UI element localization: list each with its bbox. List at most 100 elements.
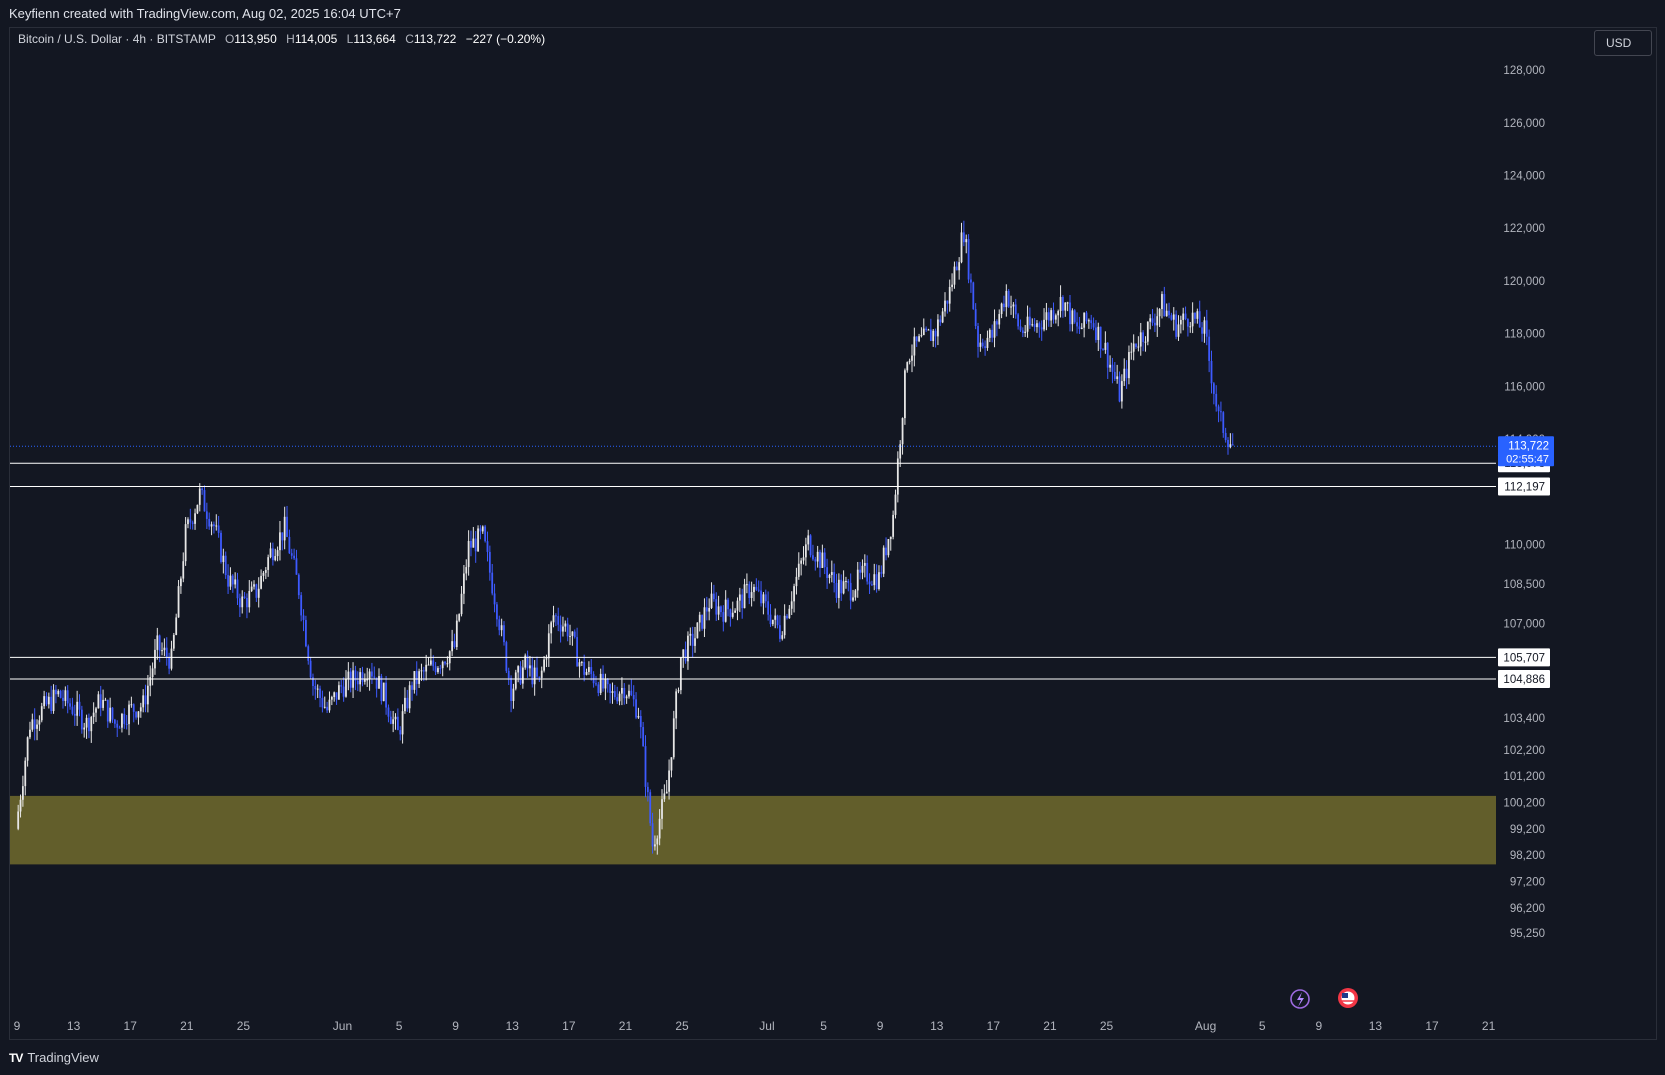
candle-body: [531, 665, 534, 685]
candle-body: [146, 685, 149, 705]
candle-body: [927, 329, 930, 331]
candle-body: [583, 662, 586, 675]
candle-body: [420, 670, 423, 672]
candle-body: [465, 567, 468, 574]
price-tick-label: 124,000: [1503, 171, 1545, 183]
candle-body: [1071, 310, 1074, 325]
candle-body: [43, 696, 46, 707]
candle-body: [1191, 312, 1194, 327]
candle-body: [488, 551, 491, 573]
candle-body: [760, 590, 762, 604]
candle-body: [618, 693, 621, 702]
candle-body: [1024, 331, 1027, 334]
candle-body: [1172, 314, 1175, 320]
candle-body: [1000, 303, 1003, 315]
candle-body: [411, 685, 413, 690]
candle-body: [734, 610, 737, 613]
event-icons-layer: [1290, 988, 1358, 1009]
level-price-label: 112,197: [1504, 481, 1545, 493]
candle-body: [500, 625, 503, 631]
price-tick-label: 100,200: [1503, 797, 1545, 809]
candle-body: [554, 615, 557, 617]
lightning-icon-ring: [1290, 989, 1310, 1009]
candle-body: [293, 555, 296, 559]
candle-body: [1184, 313, 1187, 320]
footer-brand[interactable]: TV TradingView: [9, 1046, 99, 1070]
price-tick-label: 96,200: [1510, 903, 1545, 915]
candle-body: [1120, 381, 1123, 402]
candle-body: [349, 671, 352, 688]
candle-body: [491, 572, 494, 594]
symbol-legend[interactable]: Bitcoin / U.S. Dollar · 4h · BITSTAMP O1…: [18, 32, 545, 46]
candle-body: [1047, 312, 1050, 321]
candle-body: [404, 697, 406, 712]
candle-body: [1179, 319, 1182, 325]
candle-body: [1031, 324, 1034, 326]
candle-body: [613, 691, 616, 698]
candle-body: [85, 717, 88, 728]
candle-body: [116, 723, 119, 728]
time-tick-label: 21: [1043, 1019, 1057, 1033]
candle-body: [1085, 312, 1088, 322]
candle-body: [727, 599, 729, 610]
candle-body: [342, 686, 345, 697]
candle-body: [368, 671, 371, 680]
candle-body: [972, 282, 975, 310]
candle-body: [198, 488, 201, 505]
candle-body: [137, 711, 140, 718]
candle-body: [1137, 346, 1140, 348]
currency-button[interactable]: USD: [1594, 30, 1652, 56]
close-value: 113,722: [413, 32, 457, 46]
candle-body: [208, 518, 211, 527]
candle-body: [993, 321, 996, 338]
candle-body: [406, 697, 409, 709]
candle-body: [396, 716, 399, 731]
level-price-label: 105,707: [1503, 652, 1545, 664]
candle-body: [392, 719, 395, 724]
price-tick-label: 101,200: [1503, 771, 1545, 783]
candle-body: [1144, 341, 1147, 343]
candle-body: [1116, 376, 1119, 380]
candle-body: [698, 614, 701, 623]
us-flag-event-icon: [1338, 988, 1358, 1008]
candle-body: [1083, 312, 1086, 328]
candle-body: [458, 614, 461, 621]
symbol-title[interactable]: Bitcoin / U.S. Dollar · 4h · BITSTAMP: [18, 32, 216, 46]
time-tick-label: 25: [675, 1019, 689, 1033]
candle-body: [314, 686, 317, 690]
candle-body: [1168, 310, 1170, 316]
candle-body: [788, 608, 791, 619]
candle-body: [170, 648, 173, 669]
candle-body: [901, 418, 904, 445]
candle-body: [128, 704, 130, 725]
candle-body: [812, 555, 814, 560]
candle-body: [1078, 326, 1081, 330]
candle-body: [562, 626, 564, 632]
candle-body: [911, 355, 913, 361]
candle-body: [168, 657, 171, 669]
time-tick-label: 13: [506, 1019, 520, 1033]
level-price-tag: [1498, 477, 1550, 496]
candle-body: [604, 679, 607, 689]
price-tick-label: 110,000: [1504, 539, 1545, 551]
candle-body: [371, 671, 373, 677]
candle-body: [1059, 296, 1062, 312]
candle-body: [538, 676, 541, 678]
candle-body: [800, 560, 803, 564]
candle-body: [279, 532, 281, 551]
open-value: 113,950: [234, 32, 277, 46]
candle-body: [937, 319, 939, 337]
level-price-tag: [1498, 648, 1550, 667]
candle-body: [229, 575, 232, 587]
candle-body: [750, 592, 753, 598]
candle-body: [503, 625, 505, 643]
candle-body: [496, 604, 498, 620]
candle-body: [1118, 376, 1121, 402]
candle-body: [73, 713, 76, 716]
candle-body: [26, 737, 29, 761]
candle-body: [1104, 342, 1107, 350]
candle-body: [154, 649, 156, 669]
candle-body: [177, 586, 180, 618]
candle-body: [31, 719, 34, 730]
